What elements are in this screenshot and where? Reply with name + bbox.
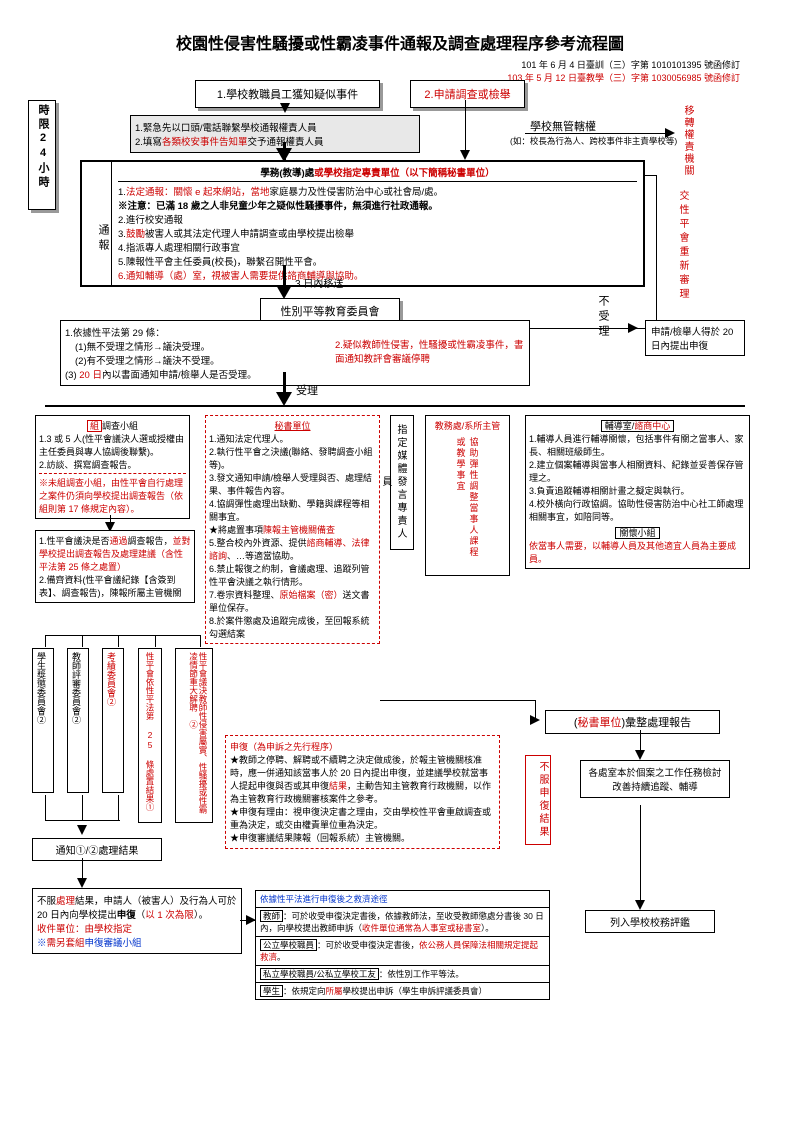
- spokesperson-box: 指定媒體發言專責人員: [390, 415, 414, 550]
- notify-box: 通知①/②處理結果: [32, 838, 162, 861]
- academic-box: 教務處/系所主管 協助彈性調整當事人課程或教學事宜: [425, 415, 510, 576]
- investgroup-box: 組調查小組 1.3 或 5 人(性平會議決人選或授權由主任委員與專人協調後聯繫)…: [35, 415, 190, 519]
- no-jurisdiction-note: (如：校長為行為人、跨校事件非主責學校等): [510, 135, 677, 147]
- counseling-box: 輔導室/諮商中心 1.輔導人員進行輔導關懷，包括事件有關之當事人、家長、相關班級…: [525, 415, 750, 569]
- secretary-box: 秘書單位 1.通知法定代理人。 2.執行性平會之決議(聯絡、發聘調查小組等)。 …: [205, 415, 380, 644]
- page-title: 校園性侵害性騷擾或性霸凌事件通報及調查處理程序參考流程圖: [20, 30, 780, 54]
- appeal-20day-box: 申請/檢舉人得於 20 日內提出申復: [645, 320, 745, 356]
- transfer-authority: 移轉權責機關: [680, 105, 695, 177]
- emergency-box: 1.緊急先以口頭/電話聯繫學校通報權責人員 2.填寫各類校安事件告知單交予通報權…: [130, 115, 420, 153]
- revision-date-2: 103 年 5 月 12 日臺教學（三）字第 1030056985 號函修訂: [20, 71, 780, 84]
- refuse-appeal-box: 不服申復結果: [525, 755, 551, 845]
- appeal-box: 申復（為申訴之先行程序） ★教師之停聘、解聘或不續聘之決定做成後，於報主管機關核…: [225, 735, 500, 849]
- disposition-box: 性平會依性平法第 25 條處置結果①: [138, 648, 162, 823]
- student-reward-box: 學生獎懲委員會②: [32, 648, 54, 793]
- step2-box: 2.申請調查或檢舉: [410, 80, 525, 108]
- compile-report-box: (秘書單位)彙整處理報告: [545, 710, 720, 734]
- resubmit-label: 交性平會重新審理: [675, 190, 690, 302]
- accept-label: 受理: [296, 382, 318, 398]
- committee-detail-box: 1.依據性平法第 29 條： (1)無不受理之情形→議決受理。 (2)有不受理之…: [60, 320, 530, 386]
- investgroup2-box: 1.性平會議決是否通過調查報告，並對學校提出調查報告及處理建議（含性平法第 25…: [35, 530, 195, 603]
- teacher-eval-box: 教師評審委員會②: [67, 648, 89, 793]
- notaccept-process-box: 不服處理結果，申請人（被害人）及行為人可於 20 日內向學校提出申復（以 1 次…: [32, 888, 242, 954]
- no-jurisdiction-label: 學校無管轄權: [530, 118, 596, 134]
- not-accept-label: 不受理: [595, 295, 611, 340]
- transfer-3days: 3 日內移送: [295, 275, 343, 290]
- law-remedy-box: 依據性平法進行申復後之救濟途徑 教師：可於收受申復決定書後，依據教師法，至收受教…: [255, 890, 550, 1000]
- perf-committee-box: 考績委員會②: [102, 648, 124, 793]
- improve-box: 各處室本於個案之工作任務檢討改善持續追蹤、輔導: [580, 760, 730, 798]
- report-box: 通報 學務(教導)處或學校指定專責單位（以下簡稱秘書單位） 1.法定通報：關懷 …: [80, 160, 645, 287]
- revision-date-1: 101 年 6 月 4 日臺訓（三）字第 1010101395 號函修訂: [20, 58, 780, 71]
- time-limit-box: 時限24小時: [28, 100, 56, 210]
- dismiss-box: 性平會議決教師性侵害屬實、性騷擾或性霸凌情節重大解聘 ②: [175, 648, 213, 823]
- school-eval-box: 列入學校校務評鑑: [585, 910, 715, 933]
